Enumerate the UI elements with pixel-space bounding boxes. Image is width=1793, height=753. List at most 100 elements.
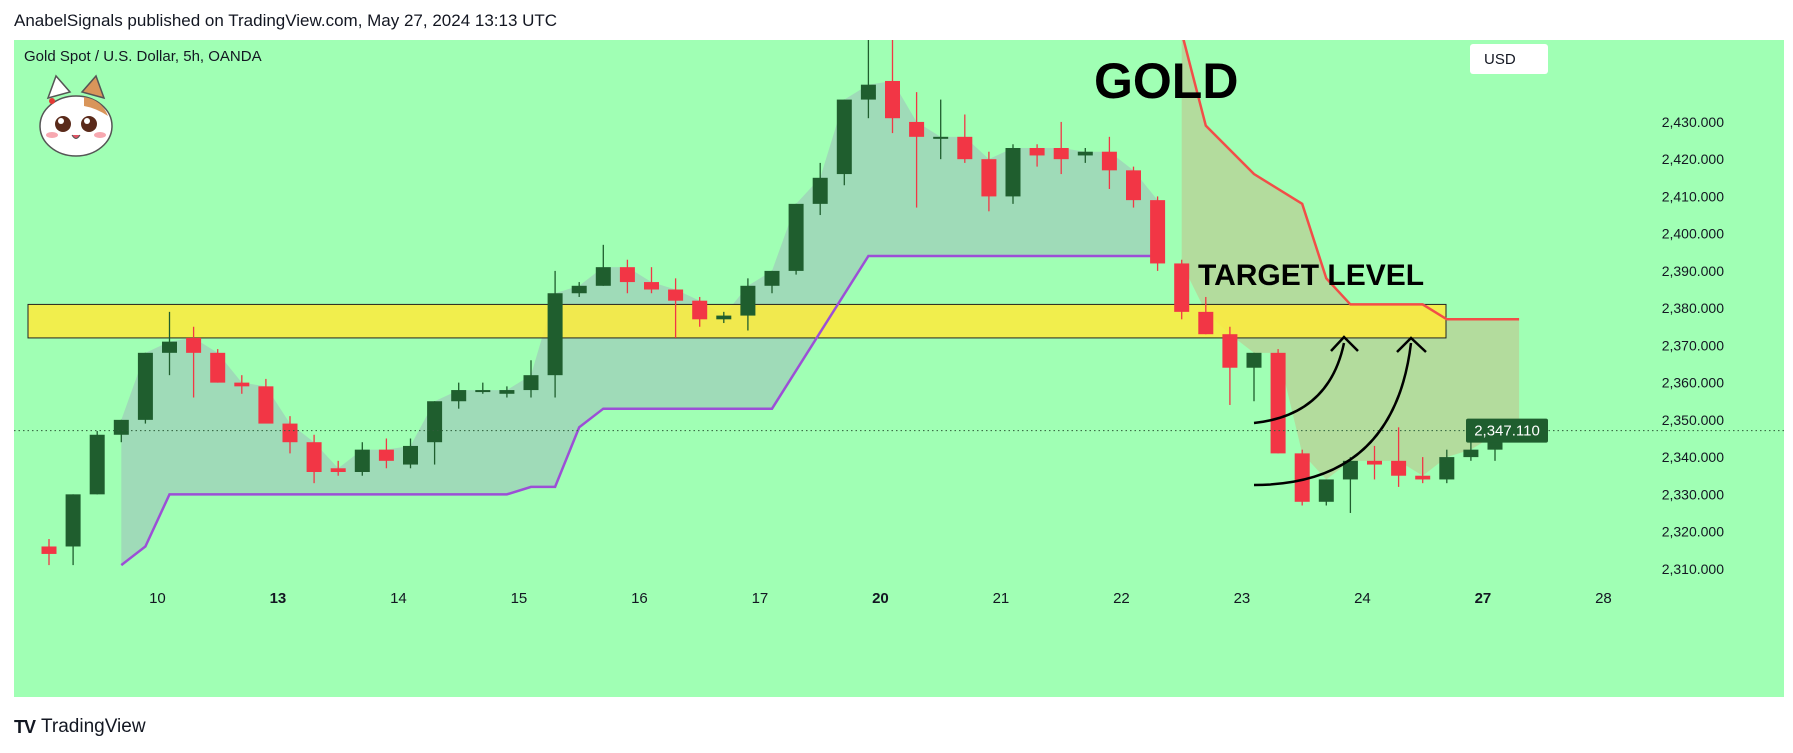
candle-body[interactable]: [113, 419, 129, 435]
projection-arrow-short[interactable]: [1253, 342, 1346, 425]
candle-body[interactable]: [258, 386, 274, 424]
x-tick-label: 10: [149, 590, 166, 607]
projection-arrow-long[interactable]: [1253, 342, 1413, 487]
y-tick-label: 2,320.000: [1662, 524, 1724, 540]
candle-body[interactable]: [619, 267, 635, 283]
candle-body[interactable]: [836, 99, 852, 175]
candle-body[interactable]: [909, 121, 925, 137]
candle-body[interactable]: [186, 337, 202, 353]
candle-body[interactable]: [933, 136, 949, 139]
x-tick-label: 14: [390, 590, 407, 607]
annotation-gold[interactable]: GOLD: [1094, 53, 1238, 109]
y-tick-label: 2,400.000: [1662, 226, 1724, 242]
candle-body[interactable]: [644, 282, 659, 290]
candle-body[interactable]: [764, 270, 780, 286]
candle-body[interactable]: [1077, 151, 1093, 156]
candle-body[interactable]: [812, 177, 828, 204]
candle-body[interactable]: [981, 159, 997, 197]
x-tick-label: 24: [1354, 590, 1371, 607]
candlestick-chart[interactable]: GOLD TARGET LEVEL Gold Spot / U.S. Dollar,…: [14, 40, 1784, 697]
candle-body[interactable]: [499, 390, 515, 394]
tradingview-logo-icon[interactable]: TV: [14, 716, 36, 737]
x-tick-label: 20: [872, 590, 889, 607]
candle-body[interactable]: [137, 352, 153, 420]
chart-title: Gold Spot / U.S. Dollar, 5h, OANDA: [24, 48, 262, 65]
candle-body[interactable]: [885, 80, 900, 119]
currency-button[interactable]: [1470, 44, 1548, 74]
x-tick-label: 15: [511, 590, 528, 607]
candle-body[interactable]: [1246, 352, 1262, 368]
candle-body[interactable]: [1005, 148, 1021, 197]
last-price-badge: [1466, 418, 1548, 443]
candle-body[interactable]: [403, 445, 418, 465]
annotation-target-level[interactable]: TARGET LEVEL: [1198, 259, 1424, 292]
candle-body[interactable]: [1174, 263, 1190, 312]
footer: TV TradingView: [14, 716, 146, 738]
candle-body[interactable]: [378, 449, 394, 461]
candle-body[interactable]: [162, 341, 177, 353]
y-tick-label: 2,330.000: [1662, 486, 1724, 502]
candle-body[interactable]: [427, 401, 443, 443]
candle-body[interactable]: [1222, 334, 1238, 368]
candle-body[interactable]: [1342, 460, 1358, 480]
candle-body[interactable]: [1391, 460, 1407, 476]
candle-body[interactable]: [788, 203, 804, 271]
currency-button-label[interactable]: USD: [1484, 51, 1516, 68]
supertrend-up-line: [120, 254, 1158, 567]
candle-body[interactable]: [523, 375, 539, 391]
cat-mascot-part: [49, 98, 55, 104]
candle-body[interactable]: [595, 267, 611, 286]
candle-body[interactable]: [692, 300, 708, 320]
candle-body[interactable]: [65, 494, 81, 547]
y-tick-label: 2,310.000: [1662, 561, 1724, 577]
x-tick-label: 28: [1595, 590, 1612, 607]
candle-body[interactable]: [330, 468, 346, 472]
candle-body[interactable]: [306, 442, 322, 472]
candle-body[interactable]: [41, 546, 57, 554]
candle-body[interactable]: [234, 382, 250, 387]
cat-mascot-part: [84, 97, 108, 116]
candle-body[interactable]: [860, 84, 876, 100]
candle-body[interactable]: [1270, 352, 1286, 454]
footer-brand[interactable]: TradingView: [41, 716, 146, 737]
chart-area[interactable]: GOLD TARGET LEVEL Gold Spot / U.S. Dollar,…: [14, 40, 1784, 697]
candle-body[interactable]: [1415, 475, 1431, 480]
candle-body[interactable]: [1053, 148, 1069, 160]
cat-mascot-part: [94, 132, 106, 138]
candle-body[interactable]: [957, 136, 973, 160]
candle-body[interactable]: [1463, 449, 1479, 458]
candle-body[interactable]: [1126, 170, 1141, 201]
x-tick-label: 22: [1113, 590, 1130, 607]
candle-body[interactable]: [571, 285, 587, 294]
x-tick-label: 13: [270, 590, 287, 607]
candle-body[interactable]: [1198, 311, 1214, 335]
candle-body[interactable]: [1367, 460, 1382, 465]
candle-body[interactable]: [547, 293, 563, 376]
y-tick-label: 2,430.000: [1662, 114, 1724, 130]
cat-mascot-part: [55, 116, 71, 132]
candle-body[interactable]: [1294, 453, 1310, 502]
candle-body[interactable]: [451, 390, 467, 402]
y-tick-label: 2,380.000: [1662, 300, 1724, 316]
candle-body[interactable]: [354, 449, 370, 472]
candle-body[interactable]: [1150, 200, 1166, 264]
target-zone-rect[interactable]: [27, 303, 1447, 339]
x-tick-label: 23: [1234, 590, 1251, 607]
cat-mascot-part: [84, 118, 90, 124]
candle-body[interactable]: [1439, 457, 1455, 480]
candle-body[interactable]: [475, 390, 491, 393]
candle-body[interactable]: [89, 434, 105, 495]
x-tick-label: 17: [752, 590, 769, 607]
cat-mascot-part: [39, 95, 113, 157]
candle-body[interactable]: [282, 423, 298, 443]
candle-body[interactable]: [1029, 148, 1045, 156]
candle-body[interactable]: [1101, 151, 1117, 171]
candle-body[interactable]: [668, 289, 684, 301]
candle-body[interactable]: [210, 352, 226, 383]
candle-body[interactable]: [716, 315, 732, 320]
arrow-head-long-icon: [1396, 336, 1427, 353]
candle-body[interactable]: [740, 285, 756, 316]
cat-mascot-part: [46, 74, 72, 100]
y-tick-label: 2,370.000: [1662, 337, 1724, 353]
candle-body[interactable]: [1318, 479, 1334, 502]
